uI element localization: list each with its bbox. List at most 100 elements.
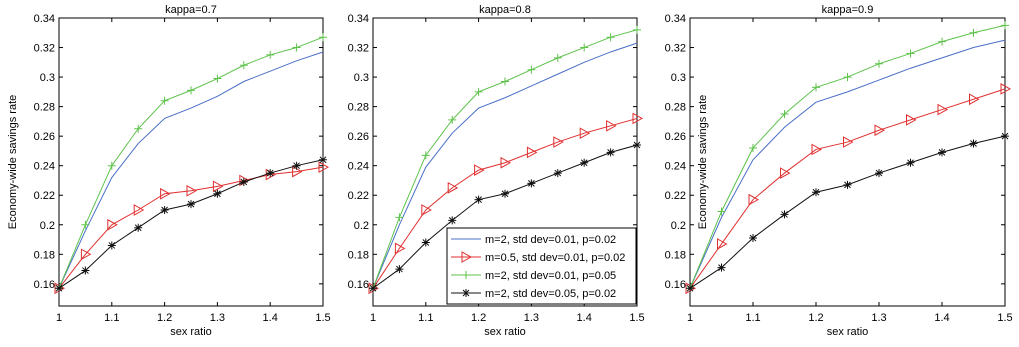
y-tick-label: 0.18 bbox=[665, 249, 686, 261]
x-tick-label: 1.5 bbox=[629, 312, 644, 324]
data-point bbox=[686, 284, 694, 293]
data-point bbox=[969, 93, 980, 106]
x-tick-label: 1.3 bbox=[524, 312, 539, 324]
y-tick-label: 0.32 bbox=[34, 43, 55, 55]
y-tick-label: 0.22 bbox=[665, 190, 686, 202]
x-tick-label: 1 bbox=[687, 312, 693, 324]
x-tick-label: 1.4 bbox=[934, 312, 949, 324]
data-point bbox=[906, 158, 915, 167]
x-tick-label: 1.1 bbox=[745, 312, 760, 324]
data-point bbox=[81, 220, 90, 229]
y-tick-label: 0.22 bbox=[34, 190, 55, 202]
x-tick-label: 1.3 bbox=[210, 312, 225, 324]
series-4 bbox=[686, 132, 1009, 293]
data-point bbox=[81, 266, 90, 275]
data-point bbox=[107, 241, 116, 250]
data-point bbox=[134, 124, 143, 133]
data-point bbox=[212, 180, 224, 193]
data-point bbox=[239, 177, 248, 186]
series-1 bbox=[372, 42, 638, 289]
series-line bbox=[372, 42, 638, 289]
data-point bbox=[318, 161, 330, 174]
data-point bbox=[160, 206, 169, 214]
data-point bbox=[780, 210, 789, 219]
series-1 bbox=[689, 39, 1006, 289]
series-line bbox=[689, 88, 1006, 289]
data-point bbox=[474, 195, 483, 204]
data-point bbox=[553, 53, 562, 62]
legend-entry: m=0.5, std dev=0.01, p=0.02 bbox=[485, 252, 625, 264]
chart-panel-3: 1 1.1 1.2 1.3 1.4 1.5 0.16 0.18 0.2 0.22 0.24 0.26 0… bbox=[665, 4, 1013, 338]
data-point bbox=[843, 180, 852, 189]
series-line bbox=[372, 117, 638, 289]
data-point bbox=[292, 161, 301, 170]
data-point bbox=[843, 73, 852, 82]
data-point bbox=[187, 200, 195, 209]
y-tick-label: 0.16 bbox=[348, 279, 369, 291]
plot-area bbox=[58, 17, 324, 307]
y-tick-label: 0.18 bbox=[34, 249, 55, 261]
series-line bbox=[58, 166, 324, 289]
data-point bbox=[319, 155, 327, 164]
data-point bbox=[969, 28, 978, 37]
x-axis-label: sex ratio bbox=[827, 326, 869, 338]
data-point bbox=[780, 110, 789, 118]
x-tick-label: 1 bbox=[56, 312, 62, 324]
x-tick-label: 1.4 bbox=[577, 312, 592, 324]
data-point bbox=[717, 238, 728, 250]
data-point bbox=[448, 115, 457, 124]
data-point bbox=[938, 37, 946, 46]
data-point bbox=[266, 169, 275, 178]
data-point bbox=[395, 213, 404, 222]
y-tick-label: 0.16 bbox=[34, 279, 55, 291]
y-tick-label: 0.26 bbox=[34, 131, 55, 143]
data-point bbox=[1001, 21, 1009, 30]
chart-title: kappa=0.9 bbox=[822, 4, 874, 16]
legend-box bbox=[446, 227, 637, 305]
x-tick-label: 1.4 bbox=[263, 312, 278, 324]
series-3 bbox=[369, 25, 641, 293]
x-tick-label: 1.1 bbox=[104, 312, 119, 324]
y-axis-label: Economy-wide savings rate bbox=[7, 95, 19, 230]
data-point bbox=[213, 74, 222, 83]
series-2 bbox=[685, 83, 1012, 295]
y-tick-label: 0.32 bbox=[665, 43, 686, 55]
legend-marker bbox=[462, 271, 470, 279]
data-point bbox=[633, 25, 641, 34]
data-point bbox=[187, 86, 195, 95]
data-point bbox=[107, 218, 118, 231]
x-tick-label: 1.2 bbox=[808, 312, 823, 324]
series-3 bbox=[686, 21, 1009, 293]
data-point bbox=[748, 193, 760, 206]
y-tick-label: 0.26 bbox=[665, 131, 686, 143]
data-point bbox=[749, 234, 757, 243]
data-point bbox=[421, 238, 430, 247]
y-tick-label: 0.26 bbox=[348, 131, 369, 143]
data-point bbox=[80, 248, 92, 261]
series-4 bbox=[369, 141, 641, 293]
data-point bbox=[579, 127, 591, 140]
data-point bbox=[239, 61, 248, 70]
y-tick-label: 0.2 bbox=[671, 220, 686, 232]
data-point bbox=[501, 77, 509, 86]
data-point bbox=[553, 136, 564, 148]
data-point bbox=[421, 151, 430, 160]
data-point bbox=[160, 96, 169, 105]
series-4 bbox=[55, 155, 327, 293]
y-tick-label: 0.18 bbox=[348, 249, 369, 261]
chart-panel-1: 1 1.1 1.2 1.3 1.4 1.5 0.16 0.18 0.2 0.22 0.24 0.26 0… bbox=[7, 4, 331, 338]
data-point bbox=[937, 103, 949, 116]
y-tick-label: 0.3 bbox=[354, 72, 369, 84]
data-point bbox=[319, 33, 327, 42]
y-tick-label: 0.24 bbox=[348, 161, 369, 173]
data-point bbox=[1001, 132, 1009, 141]
data-point bbox=[717, 263, 726, 272]
data-point bbox=[395, 265, 404, 274]
data-point bbox=[938, 148, 946, 157]
legend-marker bbox=[462, 289, 470, 297]
data-point bbox=[906, 49, 915, 58]
data-point bbox=[107, 161, 116, 170]
data-point bbox=[811, 143, 823, 156]
data-point bbox=[394, 242, 406, 255]
